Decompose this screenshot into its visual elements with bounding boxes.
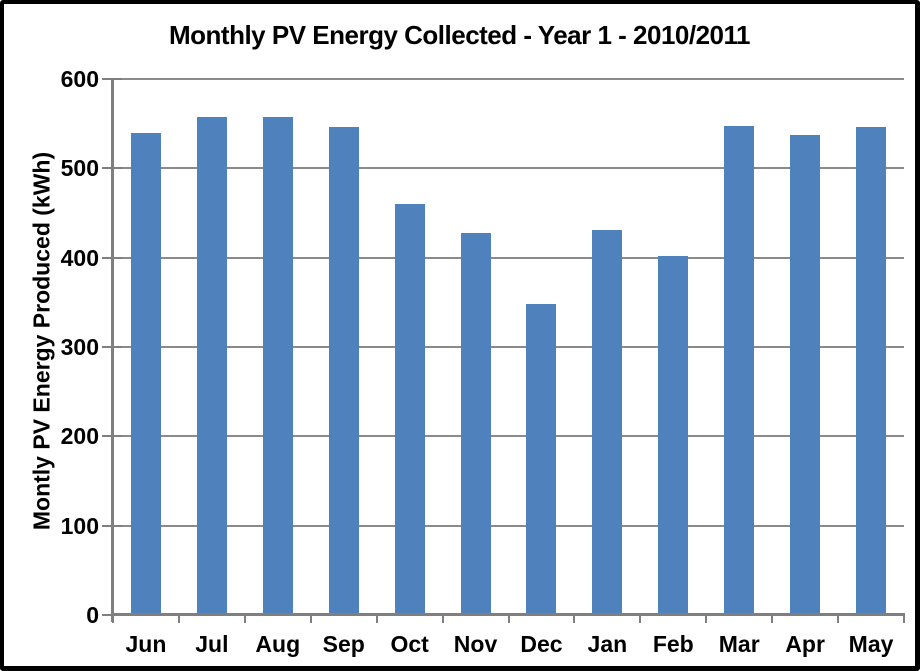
- x-tick-label-dec: Dec: [520, 631, 563, 657]
- bar-jan: [592, 229, 623, 615]
- bar-dec: [526, 304, 557, 615]
- bar-jun: [130, 132, 161, 615]
- gridline-500: [113, 167, 904, 170]
- bar-may: [856, 127, 887, 615]
- x-tick-mark: [771, 613, 774, 623]
- y-tick-label: 200: [60, 423, 99, 450]
- y-tick-label: 600: [60, 66, 99, 92]
- x-tick-mark: [309, 613, 312, 623]
- x-tick-mark: [639, 613, 642, 623]
- bar-mar: [724, 126, 755, 615]
- x-tick-mark: [903, 613, 905, 623]
- x-tick-label-oct: Oct: [390, 631, 429, 657]
- x-tick-label-jul: Jul: [195, 631, 229, 657]
- x-tick-label-nov: Nov: [453, 631, 498, 657]
- gridline-100: [113, 524, 904, 527]
- y-tick-mark: [102, 435, 122, 438]
- x-tick-mark: [837, 613, 840, 623]
- y-tick-label: 300: [60, 334, 99, 360]
- y-tick-mark: [102, 346, 122, 348]
- y-tick-label: 100: [60, 512, 99, 539]
- x-tick-mark: [573, 613, 576, 623]
- x-tick-mark: [375, 613, 378, 623]
- y-tick-label: 400: [60, 244, 99, 271]
- x-tick-label-sep: Sep: [322, 631, 365, 657]
- x-tick-mark: [112, 613, 114, 623]
- bar-apr: [790, 135, 821, 615]
- bar-oct: [394, 204, 425, 615]
- gridline-200: [113, 435, 904, 438]
- y-tick-mark: [102, 78, 122, 80]
- x-tick-mark: [243, 613, 246, 623]
- x-tick-label-aug: Aug: [255, 631, 301, 657]
- x-tick-mark: [177, 613, 180, 623]
- x-tick-label-mar: Mar: [718, 631, 760, 657]
- y-tick-label: 0: [86, 602, 99, 628]
- gridline-400: [113, 256, 904, 259]
- x-tick-mark: [441, 613, 444, 623]
- bar-jul: [196, 116, 227, 615]
- x-tick-label-jan: Jan: [587, 631, 628, 657]
- bar-nov: [460, 232, 491, 615]
- x-tick-label-jun: Jun: [125, 631, 167, 657]
- chart-title: Monthly PV Energy Collected - Year 1 - 2…: [168, 20, 751, 50]
- y-tick-label: 500: [60, 155, 99, 182]
- y-tick-mark: [102, 524, 122, 527]
- bar-sep: [328, 127, 359, 615]
- gridline-600: [113, 78, 904, 80]
- plot-area: 0 100 200 300 400 500 600 Jun Jul Aug Sep Oct Nov Dec…: [61, 66, 905, 657]
- bar-aug: [262, 116, 293, 615]
- x-tick-label-apr: Apr: [785, 631, 825, 657]
- gridline-300: [113, 346, 904, 348]
- x-tick-mark: [507, 613, 510, 623]
- y-tick-mark: [102, 256, 122, 259]
- y-axis-line: [111, 79, 114, 622]
- x-tick-label-may: May: [848, 631, 894, 657]
- y-tick-mark: [102, 167, 122, 170]
- x-tick-mark: [705, 613, 708, 623]
- x-tick-label-feb: Feb: [652, 631, 694, 657]
- bar-feb: [658, 255, 689, 615]
